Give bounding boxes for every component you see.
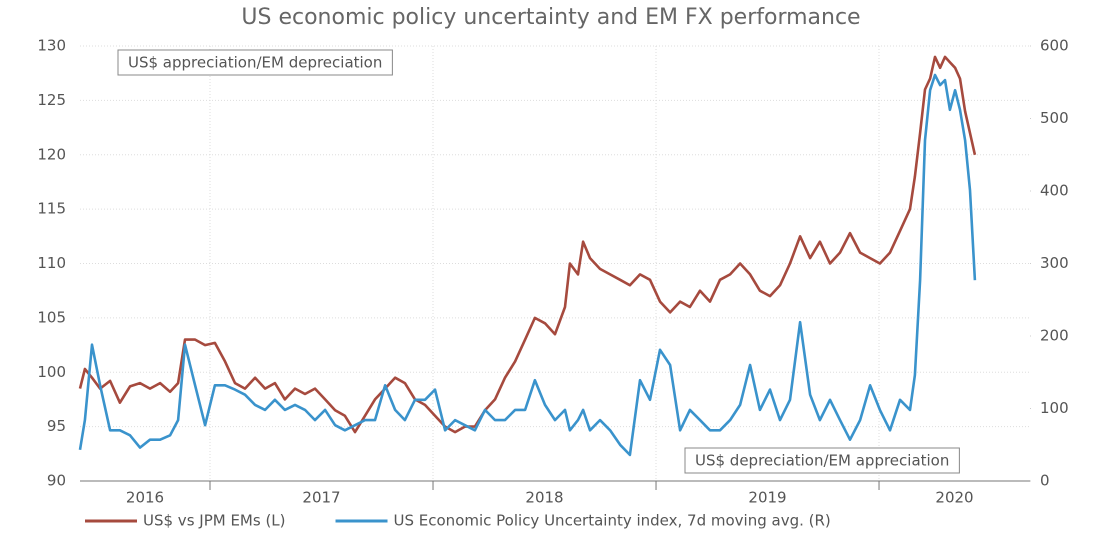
y-tick-label: 115 bbox=[37, 200, 66, 218]
y-tick-label: 105 bbox=[37, 308, 66, 326]
y2-tick-label: 500 bbox=[1040, 109, 1069, 127]
x-tick-label: 2016 bbox=[126, 489, 164, 507]
y2-tick-label: 600 bbox=[1040, 37, 1069, 55]
series-line bbox=[78, 55, 977, 434]
y2-tick-label: 300 bbox=[1040, 254, 1069, 272]
annotation-box bbox=[117, 49, 393, 76]
y2-tick-label: 400 bbox=[1040, 182, 1069, 200]
chart-title: US economic policy uncertainty and EM FX… bbox=[241, 5, 860, 30]
y2-tick-label: 100 bbox=[1040, 399, 1069, 417]
y-tick-label: 90 bbox=[47, 472, 66, 490]
y-tick-label: 110 bbox=[37, 254, 66, 272]
legend-label: US$ vs JPM EMs (L) bbox=[143, 512, 286, 530]
y-tick-label: 100 bbox=[37, 363, 66, 381]
x-tick-label: 2019 bbox=[748, 489, 786, 507]
y2-tick-label: 0 bbox=[1040, 472, 1050, 490]
series-line bbox=[78, 73, 977, 457]
legend-label: US Economic Policy Uncertainty index, 7d… bbox=[394, 512, 831, 530]
annotation: US$ appreciation/EM depreciation bbox=[128, 54, 382, 72]
y-tick-label: 125 bbox=[37, 91, 66, 109]
x-tick-label: 2020 bbox=[935, 489, 973, 507]
x-tick-label: 2018 bbox=[525, 489, 563, 507]
x-tick-label: 2017 bbox=[302, 489, 340, 507]
y-tick-label: 95 bbox=[47, 417, 66, 435]
y-tick-label: 130 bbox=[37, 37, 66, 55]
annotation-box bbox=[684, 447, 960, 474]
y2-tick-label: 200 bbox=[1040, 327, 1069, 345]
annotation: US$ depreciation/EM appreciation bbox=[695, 452, 949, 470]
y-tick-label: 120 bbox=[37, 145, 66, 163]
